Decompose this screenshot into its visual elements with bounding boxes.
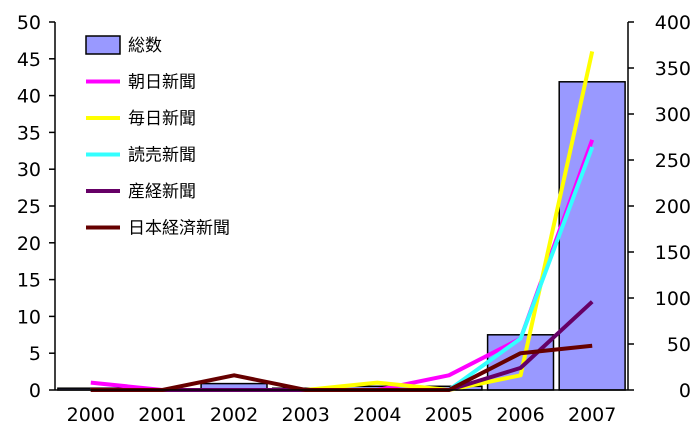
x-tick-label: 2002 (210, 404, 258, 426)
x-tick-label: 2005 (425, 404, 473, 426)
legend-label: 毎日新聞 (128, 109, 196, 129)
left-tick-label: 15 (17, 270, 41, 292)
x-tick-label: 2006 (496, 404, 544, 426)
left-tick-label: 0 (29, 380, 41, 402)
x-tick-label: 2007 (568, 404, 616, 426)
legend-label: 産経新聞 (128, 182, 196, 202)
left-tick-label: 30 (17, 159, 41, 181)
right-tick-label: 150 (655, 242, 691, 264)
legend-label: 総数 (128, 36, 162, 56)
left-tick-label: 25 (17, 196, 41, 218)
x-tick-label: 2004 (353, 404, 401, 426)
left-tick-label: 50 (17, 12, 41, 34)
right-tick-label: 300 (655, 104, 691, 126)
right-tick-label: 400 (655, 12, 691, 34)
left-tick-label: 20 (17, 233, 41, 255)
x-tick-label: 2000 (67, 404, 115, 426)
left-tick-label: 10 (17, 306, 41, 328)
left-tick-label: 45 (17, 49, 41, 71)
right-tick-label: 0 (679, 380, 691, 402)
right-tick-label: 200 (655, 196, 691, 218)
bar-2007 (558, 81, 626, 391)
right-tick-label: 100 (655, 288, 691, 310)
legend-swatch (85, 35, 121, 55)
right-tick-label: 350 (655, 58, 691, 80)
x-axis-tick-labels: 2000 2001 2002 2003 2004 2005 2006 2007 (67, 404, 617, 426)
left-tick-label: 40 (17, 86, 41, 108)
left-axis-tick-labels: 0 5 10 15 20 25 30 35 40 45 50 (17, 12, 55, 402)
right-tick-label: 250 (655, 150, 691, 172)
x-tick-label: 2003 (282, 404, 330, 426)
x-tick-label: 2001 (138, 404, 186, 426)
left-tick-label: 5 (29, 343, 41, 365)
right-axis-tick-labels: 0 50 100 150 200 250 300 350 400 (628, 12, 691, 402)
legend-label: 日本経済新聞 (128, 219, 230, 239)
legend-label: 読売新聞 (128, 146, 196, 166)
legend-label: 朝日新聞 (128, 73, 196, 93)
right-tick-label: 50 (667, 334, 691, 356)
left-tick-label: 35 (17, 122, 41, 144)
